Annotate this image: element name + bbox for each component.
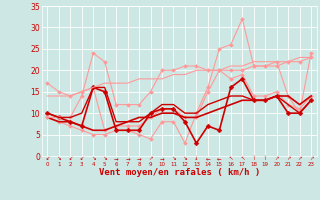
X-axis label: Vent moyen/en rafales ( km/h ): Vent moyen/en rafales ( km/h ) bbox=[99, 168, 260, 177]
